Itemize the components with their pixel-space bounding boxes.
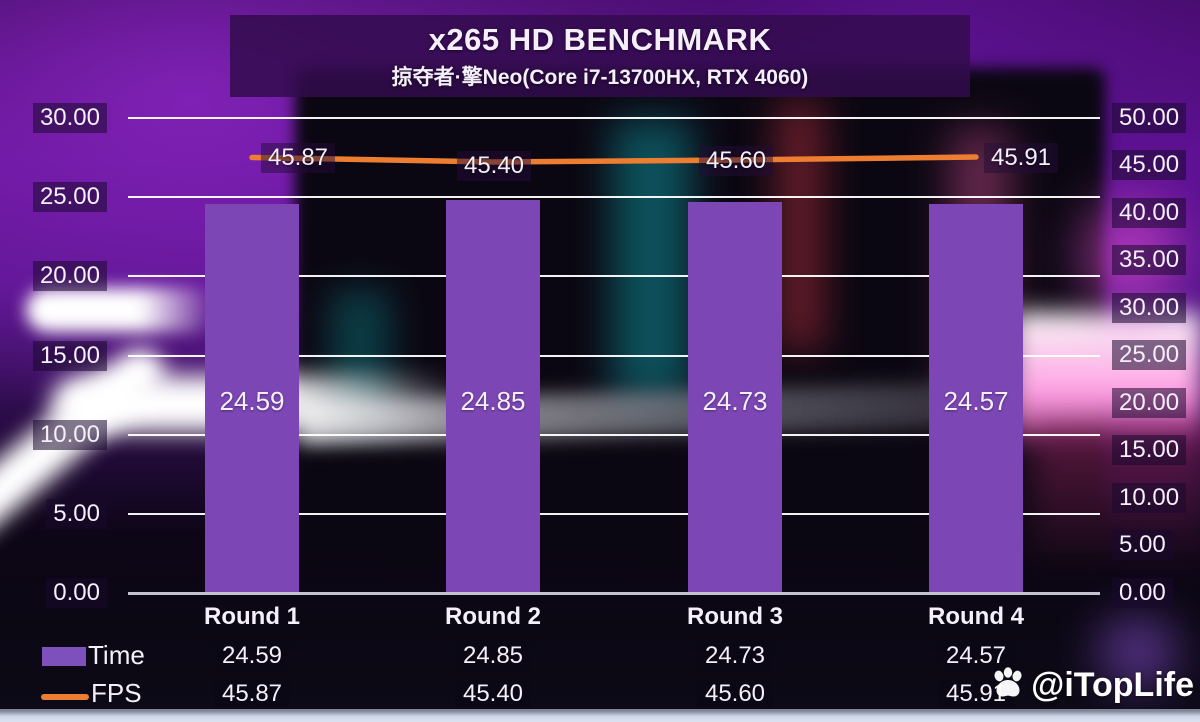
fps-point-label: 45.60 [698, 146, 774, 176]
table-cell: 45.87 [167, 679, 337, 709]
right-axis-tick: 5.00 [1112, 530, 1173, 560]
table-cell: 45.60 [650, 679, 820, 709]
bar-value-label: 24.73 [702, 386, 768, 416]
gridline-25 [128, 196, 1100, 198]
bar-round-2 [446, 200, 540, 593]
cell-value: 24.57 [937, 641, 1015, 671]
fps-legend-swatch [41, 694, 89, 700]
bar-round-1 [205, 204, 299, 593]
left-tick-label: 30.00 [32, 103, 107, 133]
bar-value-label: 24.85 [460, 386, 526, 416]
category-label-round-1: Round 1 [167, 602, 337, 632]
right-tick-label: 20.00 [1112, 388, 1187, 418]
cell-value: 45.60 [696, 679, 774, 709]
category-text: Round 4 [920, 602, 1032, 632]
right-axis-tick: 10.00 [1112, 483, 1187, 513]
left-axis-tick: 30.00 [0, 103, 107, 133]
cell-value: 24.59 [213, 641, 291, 671]
chart-title-box: x265 HD BENCHMARK 掠夺者·擎Neo(Core i7-13700… [230, 15, 970, 97]
right-axis-tick: 35.00 [1112, 245, 1187, 275]
cell-value: 45.87 [213, 679, 291, 709]
left-axis-tick: 0.00 [0, 578, 107, 608]
category-label-round-2: Round 2 [408, 602, 578, 632]
paw-icon [994, 667, 1022, 697]
right-tick-label: 15.00 [1112, 435, 1187, 465]
chart-subtitle: 掠夺者·擎Neo(Core i7-13700HX, RTX 4060) [391, 66, 809, 89]
left-axis-tick: 25.00 [0, 182, 107, 212]
bar-value-label: 24.59 [219, 386, 285, 416]
right-tick-label: 50.00 [1112, 103, 1187, 133]
bar-round-3 [688, 202, 782, 593]
right-tick-label: 5.00 [1112, 530, 1173, 560]
gridline-5 [128, 513, 1100, 515]
right-axis-tick: 0.00 [1112, 578, 1173, 608]
table-cell: 24.57 [891, 641, 1061, 671]
left-tick-label: 20.00 [32, 261, 107, 291]
bar-round-4 [929, 204, 1023, 593]
x-axis-baseline [128, 592, 1100, 595]
category-text: Round 3 [679, 602, 791, 632]
left-tick-label: 25.00 [32, 182, 107, 212]
table-cell: 24.85 [408, 641, 578, 671]
cell-value: 24.73 [696, 641, 774, 671]
gridline-20 [128, 275, 1100, 277]
left-axis-tick: 5.00 [0, 499, 107, 529]
fps-point-label: 45.40 [456, 151, 532, 181]
fps-point-label: 45.87 [260, 143, 336, 173]
bar-value-label: 24.57 [943, 386, 1009, 416]
fps-legend-label: FPS [91, 678, 142, 708]
right-axis-tick: 40.00 [1112, 198, 1187, 228]
page-title: x265 HD BENCHMARK [428, 22, 772, 57]
right-axis-tick: 25.00 [1112, 340, 1187, 370]
left-tick-label: 5.00 [46, 499, 107, 529]
right-axis-tick: 30.00 [1112, 293, 1187, 323]
right-axis-tick: 50.00 [1112, 103, 1187, 133]
purple-glow-bottom-right [1075, 595, 1200, 710]
time-legend-label: Time [88, 640, 145, 670]
gridline-30 [128, 117, 1100, 119]
category-label-round-4: Round 4 [891, 602, 1061, 632]
table-cell: 45.91 [891, 679, 1061, 709]
table-cell: 24.59 [167, 641, 337, 671]
watermark-text: @iTopLife [1031, 665, 1194, 704]
right-axis-tick: 45.00 [1112, 150, 1187, 180]
right-tick-label: 0.00 [1112, 578, 1173, 608]
left-tick-label: 15.00 [32, 341, 107, 371]
category-text: Round 1 [196, 602, 308, 632]
screen-glow-teal [612, 120, 692, 400]
right-tick-label: 30.00 [1112, 293, 1187, 323]
left-tick-label: 0.00 [46, 578, 107, 608]
cell-value: 24.85 [454, 641, 532, 671]
category-text: Round 2 [437, 602, 549, 632]
desk-edge-strip [0, 709, 1200, 722]
right-axis-tick: 15.00 [1112, 435, 1187, 465]
right-tick-label: 45.00 [1112, 150, 1187, 180]
fps-line [249, 154, 979, 165]
table-cell: 45.40 [408, 679, 578, 709]
left-axis-tick: 10.00 [0, 420, 107, 450]
table-cell: 24.73 [650, 641, 820, 671]
left-axis-tick: 15.00 [0, 341, 107, 371]
right-tick-label: 40.00 [1112, 198, 1187, 228]
watermark: @iTopLife [987, 664, 1194, 706]
gridline-15 [128, 355, 1100, 357]
gridline-10 [128, 434, 1100, 436]
right-tick-label: 10.00 [1112, 483, 1187, 513]
right-tick-label: 25.00 [1112, 340, 1187, 370]
fps-point-label: 45.91 [983, 143, 1059, 173]
led-streak-small [26, 288, 216, 332]
right-axis-tick: 20.00 [1112, 388, 1187, 418]
cell-value: 45.40 [454, 679, 532, 709]
time-legend-swatch [42, 647, 86, 666]
left-axis-tick: 20.00 [0, 261, 107, 291]
cell-value: 45.91 [937, 679, 1015, 709]
category-label-round-3: Round 3 [650, 602, 820, 632]
right-tick-label: 35.00 [1112, 245, 1187, 275]
left-tick-label: 10.00 [32, 420, 107, 450]
screen-glow-red [775, 100, 825, 350]
